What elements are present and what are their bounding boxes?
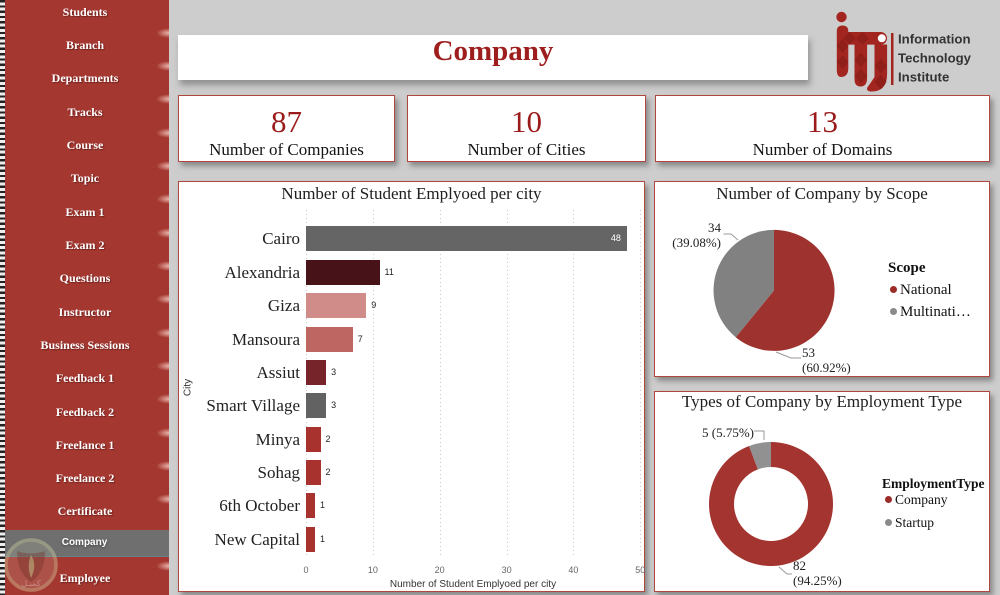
svg-text:Technology: Technology (898, 51, 972, 66)
svg-text:Information: Information (898, 32, 971, 47)
svg-text:Institute: Institute (898, 70, 949, 85)
svg-text:كمبـل: كمبـل (21, 579, 40, 588)
